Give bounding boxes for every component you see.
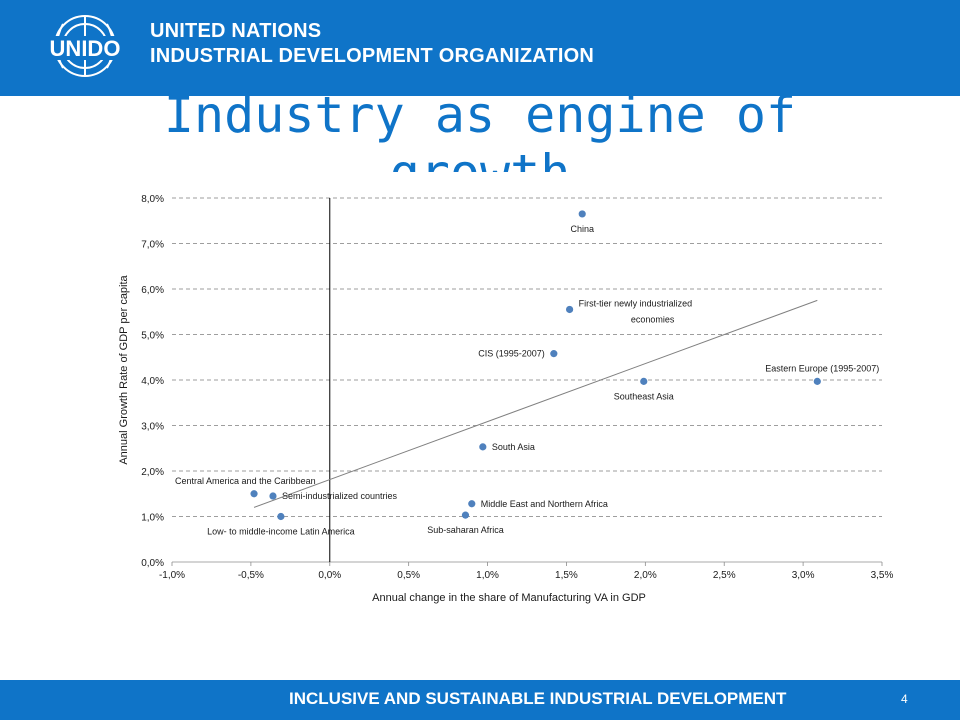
y-tick-label: 5,0% [141, 331, 164, 342]
x-tick-label: -0,5% [238, 570, 264, 581]
point-label: Sub-saharan Africa [427, 525, 504, 535]
logo-text: UNIDO [50, 36, 121, 61]
x-tick-label: 0,0% [318, 570, 341, 581]
slide-title-text: Industry as engine of growth [163, 86, 797, 172]
data-point [566, 305, 574, 314]
data-point [640, 377, 648, 385]
y-tick-label: 3,0% [141, 422, 164, 433]
x-tick-label: 2,5% [713, 570, 736, 581]
y-tick-label: 2,0% [141, 467, 164, 478]
point-label: China [570, 224, 594, 234]
point-label: Low- to middle-income Latin America [207, 527, 355, 537]
header-bar: UNIDO UNITED NATIONS INDUSTRIAL DEVELOPM… [0, 0, 960, 96]
data-point [277, 512, 285, 521]
org-name-line2: INDUSTRIAL DEVELOPMENT ORGANIZATION [150, 45, 595, 67]
scatter-chart: 0,0% 1,0% 2,0% 3,0% 4,0% 5,0% 6,0% 7,0% 8,0% -1,0… [118, 194, 894, 604]
point-label: economies [631, 314, 675, 324]
page-number: 4 [901, 692, 908, 706]
data-point [550, 350, 558, 358]
y-tick-label: 6,0% [141, 285, 164, 296]
x-tick-label: 0,5% [397, 570, 420, 581]
x-tick-label: 3,0% [792, 570, 815, 581]
point-label: Southeast Asia [614, 391, 674, 401]
point-label: Eastern Europe (1995-2007) [765, 363, 879, 373]
x-tick-label: 3,5% [871, 570, 894, 581]
data-point [250, 490, 258, 498]
y-tick-label: 0,0% [141, 558, 164, 569]
linear-trendline [253, 299, 818, 508]
y-tick-label: 1,0% [141, 513, 164, 524]
data-point [269, 492, 277, 500]
x-tick-label: 1,5% [555, 570, 578, 581]
slide-title: Industry as engine of growth [0, 86, 960, 172]
x-tick-label: 2,0% [634, 570, 657, 581]
y-tick-label: 8,0% [141, 194, 164, 205]
point-label: CIS (1995-2007) [478, 349, 545, 359]
x-tick-label: -1,0% [159, 570, 185, 581]
x-axis-title: Annual change in the share of Manufactur… [372, 592, 646, 604]
y-tick-label: 7,0% [141, 240, 164, 251]
x-tick-label: 1,0% [476, 570, 499, 581]
data-point [479, 443, 487, 451]
unido-logo: UNIDO [37, 15, 133, 77]
footer-bar: INCLUSIVE AND SUSTAINABLE INDUSTRIAL DEV… [0, 680, 960, 720]
org-name-line1: UNITED NATIONS [150, 20, 322, 42]
point-label: Semi-industrialized countries [282, 491, 398, 501]
point-label: South Asia [492, 442, 535, 452]
data-point [813, 377, 821, 385]
data-point [468, 500, 476, 508]
footer-text: INCLUSIVE AND SUSTAINABLE INDUSTRIAL DEV… [289, 689, 787, 708]
point-label: Central America and the Caribbean [175, 476, 316, 486]
point-label: First-tier newly industrialized [579, 298, 693, 308]
y-tick-label: 4,0% [141, 376, 164, 387]
data-point [578, 210, 586, 218]
data-point [461, 511, 470, 519]
y-axis-title: Annual Growth Rate of GDP per capita [118, 274, 130, 464]
point-label: Middle East and Northern Africa [481, 499, 608, 509]
